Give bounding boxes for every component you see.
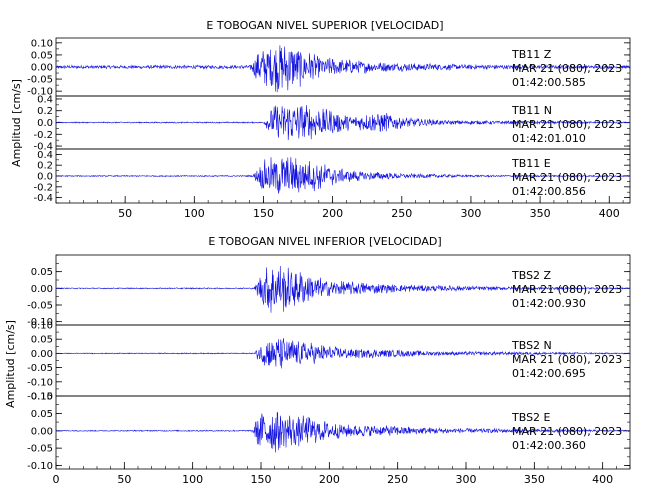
record-date: MAR 21 (080), 2023 [512,353,622,366]
station-label: TB11 E [511,157,551,170]
y-tick-label: -0.05 [27,363,53,374]
x-tick-label: 150 [251,473,272,486]
y-tick-label: 0.2 [37,161,53,172]
waveform-trace [56,157,631,194]
y-tick-label: 0.00 [31,284,53,295]
y-tick-label: -0.05 [27,75,53,86]
x-tick-label: 200 [319,473,340,486]
record-date: MAR 21 (080), 2023 [512,118,622,131]
y-tick-label: 0.0 [37,118,53,129]
y-tick-label: -0.05 [27,301,53,312]
chart-title: E TOBOGAN NIVEL SUPERIOR [VELOCIDAD] [206,19,443,32]
y-tick-label: 0.00 [31,426,53,437]
y-tick-label: 0.2 [37,106,53,117]
y-tick-label: -0.15 [27,392,53,403]
x-tick-label: 250 [391,207,412,220]
x-tick-label: 400 [599,207,620,220]
x-tick-label: 0 [53,473,60,486]
waveform-trace [55,45,631,93]
record-time: 01:42:00.360 [512,439,586,452]
station-label: TB11 N [511,104,552,117]
record-date: MAR 21 (080), 2023 [512,283,622,296]
y-tick-label: 0.10 [31,392,53,403]
y-tick-label: 0.05 [31,409,53,420]
y-tick-label: -0.05 [27,444,53,455]
y-tick-label: 0.4 [37,150,53,161]
y-tick-label: 0.4 [37,94,53,105]
waveform-trace [55,338,631,369]
y-tick-label: 0.00 [31,63,53,74]
y-tick-label: -0.10 [27,461,53,472]
record-time: 01:42:00.585 [512,76,586,89]
y-axis-label: Amplitud [cm/s] [4,320,17,408]
y-tick-label: 0.05 [31,50,53,61]
y-tick-label: -0.4 [33,193,53,204]
record-date: MAR 21 (080), 2023 [512,171,622,184]
y-tick-label: -0.10 [27,317,53,328]
x-tick-label: 50 [117,473,131,486]
y-axis-label: Amplitud [cm/s] [10,79,23,167]
station-label: TBS2 N [511,339,552,352]
x-tick-label: 50 [118,207,132,220]
x-tick-label: 300 [456,473,477,486]
x-tick-label: 150 [253,207,274,220]
y-tick-label: -0.10 [27,87,53,98]
station-label: TBS2 E [511,411,551,424]
y-tick-label: 0.0 [37,172,53,183]
y-tick-label: 0.10 [31,321,53,332]
waveform-trace [55,411,631,453]
station-label: TB11 Z [511,48,552,61]
figure-section-2: E TOBOGAN NIVEL INFERIOR [VELOCIDAD] Ampl… [4,235,631,486]
x-tick-label: 400 [592,473,613,486]
x-tick-label: 200 [322,207,343,220]
y-tick-label: -0.4 [33,142,53,153]
record-time: 01:42:00.930 [512,297,586,310]
y-tick-label: -0.10 [27,377,53,388]
x-tick-label: 300 [460,207,481,220]
figure-section-1: E TOBOGAN NIVEL SUPERIOR [VELOCIDAD] Ampl… [10,19,631,220]
y-tick-label: 0.05 [31,335,53,346]
x-tick-label: 100 [184,207,205,220]
x-tick-label: 250 [387,473,408,486]
waveform-trace [55,265,631,313]
waveform-trace [56,104,631,141]
y-tick-label: 0.00 [31,349,53,360]
x-tick-label: 100 [182,473,203,486]
record-date: MAR 21 (080), 2023 [512,425,622,438]
y-tick-label: -0.2 [33,130,53,141]
y-tick-label: 0.10 [31,38,53,49]
y-tick-label: -0.2 [33,182,53,193]
record-date: MAR 21 (080), 2023 [512,62,622,75]
record-time: 01:42:00.695 [512,367,586,380]
record-time: 01:42:01.010 [512,132,586,145]
record-time: 01:42:00.856 [512,185,586,198]
x-tick-label: 350 [524,473,545,486]
y-tick-label: 0.05 [31,267,53,278]
station-label: TBS2 Z [511,269,552,282]
x-tick-label: 350 [530,207,551,220]
chart-title: E TOBOGAN NIVEL INFERIOR [VELOCIDAD] [208,235,441,248]
